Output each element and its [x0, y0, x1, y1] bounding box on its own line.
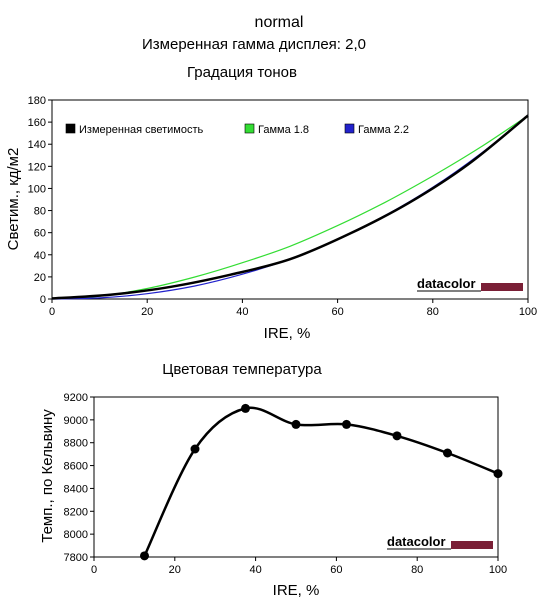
chart1-x-tick-label: 80 — [427, 306, 439, 318]
chart1-title: Градация тонов — [187, 64, 297, 81]
chart2-y-tick-label: 7800 — [64, 552, 88, 564]
chart1-y-tick-label: 80 — [34, 206, 46, 218]
chart1-xlabel: IRE, % — [264, 325, 311, 342]
chart2-data-point — [140, 551, 149, 561]
chart1-ylabel: Светим., кд/м2 — [5, 148, 22, 251]
chart2-xlabel: IRE, % — [273, 582, 320, 599]
report-title: normal — [255, 14, 304, 31]
report-subtitle: Измеренная гамма дисплея: 2,0 — [142, 36, 366, 53]
chart2-title: Цветовая температура — [162, 361, 322, 378]
chart2-axes: 0 20 40 60 80 100 7800 8000 8200 8400 8600 8800 9000… — [64, 392, 508, 576]
legend-swatch-2 — [344, 123, 355, 134]
tone-gradation-chart: Градация тонов IRE, % Светим., кд/м2 0 20… — [5, 64, 537, 342]
chart1-axes: 0 20 40 60 80 100 0 20 40 60 80 100 120 140 160 180 — [28, 95, 538, 318]
chart2-watermark: datacolor — [387, 534, 493, 550]
chart2-data-point — [342, 419, 351, 429]
chart1-x-tick-label: 0 — [49, 306, 55, 318]
legend-label-0: Измеренная светимость — [79, 124, 204, 136]
legend-swatch-1 — [244, 123, 255, 134]
chart2-data-point — [190, 444, 200, 454]
chart1-x-tick-label: 40 — [236, 306, 248, 318]
chart2-watermark-bar — [451, 541, 493, 549]
chart2-x-tick-label: 40 — [249, 564, 261, 576]
chart1-watermark-text: datacolor — [417, 276, 476, 291]
chart1-x-tick-label: 60 — [331, 306, 343, 318]
chart1-y-tick-label: 140 — [28, 139, 46, 151]
chart2-x-tick-label: 60 — [330, 564, 342, 576]
chart1-watermark-bar — [481, 283, 523, 291]
chart2-y-tick-label: 8400 — [64, 483, 88, 495]
chart2-y-tick-label: 8600 — [64, 461, 88, 473]
chart2-y-tick-label: 8800 — [64, 438, 88, 450]
chart1-legend: Измеренная светимость Гамма 1.8 Гамма 2.2 — [65, 123, 409, 136]
chart2-x-tick-label: 20 — [169, 564, 181, 576]
chart1-series — [51, 114, 529, 300]
legend-label-1: Гамма 1.8 — [258, 124, 309, 136]
chart1-series-line-1 — [51, 115, 529, 300]
chart2-y-tick-label: 9200 — [64, 392, 88, 404]
chart1-y-tick-label: 0 — [40, 294, 46, 306]
chart1-x-tick-label: 20 — [141, 306, 153, 318]
chart2-watermark-text: datacolor — [387, 534, 446, 549]
chart2-y-tick-label: 8000 — [64, 529, 88, 541]
chart2-y-tick-label: 8200 — [64, 506, 88, 518]
chart2-data-point — [291, 419, 301, 429]
chart2-y-tick-label: 9000 — [64, 415, 88, 427]
chart1-y-tick-label: 40 — [34, 250, 46, 262]
chart2-data-point — [241, 403, 250, 413]
chart1-x-tick-label: 100 — [519, 306, 537, 318]
legend-label-2: Гамма 2.2 — [358, 124, 409, 136]
chart2-x-tick-label: 0 — [91, 564, 97, 576]
chart2-ylabel: Темп., по Кельвину — [39, 409, 56, 543]
chart2-data-point — [443, 448, 452, 458]
chart1-y-tick-label: 100 — [28, 183, 46, 195]
chart1-series-line-2 — [51, 115, 529, 300]
chart1-y-tick-label: 20 — [34, 272, 46, 284]
chart2-series — [140, 403, 503, 561]
chart1-watermark: datacolor — [417, 276, 523, 292]
chart2-data-point — [392, 431, 402, 441]
chart1-series-line-0 — [51, 114, 529, 300]
chart1-plot-frame — [51, 99, 529, 300]
chart2-x-tick-label: 80 — [411, 564, 423, 576]
chart2-data-point — [493, 469, 503, 479]
chart2-x-tick-label: 100 — [489, 564, 507, 576]
chart1-y-tick-label: 120 — [28, 161, 46, 173]
chart1-y-tick-label: 180 — [28, 95, 46, 107]
color-temperature-chart: Цветовая температура IRE, % Темп., по Ке… — [39, 361, 507, 599]
chart1-y-tick-label: 160 — [28, 117, 46, 129]
legend-swatch-0 — [65, 123, 76, 134]
chart1-y-tick-label: 60 — [34, 228, 46, 240]
